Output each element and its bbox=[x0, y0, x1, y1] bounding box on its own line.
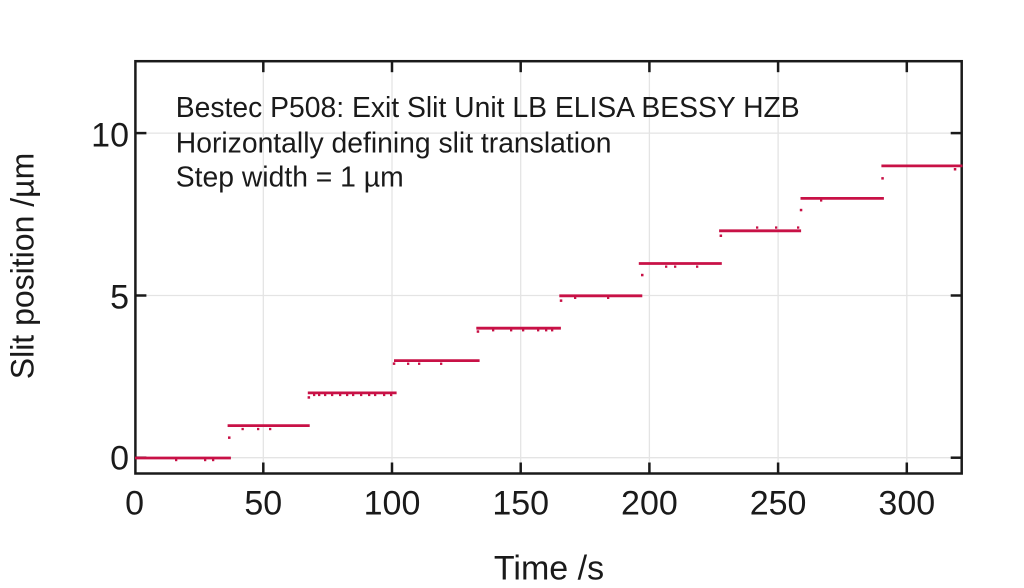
svg-text:0: 0 bbox=[125, 485, 144, 523]
svg-text:150: 150 bbox=[492, 485, 549, 523]
svg-text:5: 5 bbox=[110, 279, 129, 317]
svg-text:250: 250 bbox=[750, 485, 807, 523]
svg-text:Horizontally defining slit tra: Horizontally defining slit translation bbox=[176, 126, 612, 158]
svg-text:300: 300 bbox=[878, 485, 935, 523]
svg-text:Slit position /µm: Slit position /µm bbox=[5, 153, 41, 380]
svg-text:Bestec P508: Exit Slit Unit LB: Bestec P508: Exit Slit Unit LB ELISA BES… bbox=[176, 91, 800, 123]
svg-text:0: 0 bbox=[110, 440, 129, 478]
svg-text:Time /s: Time /s bbox=[494, 550, 604, 588]
svg-text:200: 200 bbox=[621, 485, 678, 523]
svg-text:Step width = 1 µm: Step width = 1 µm bbox=[176, 161, 404, 193]
svg-text:50: 50 bbox=[244, 485, 282, 523]
svg-text:10: 10 bbox=[91, 116, 129, 154]
svg-text:100: 100 bbox=[364, 485, 421, 523]
